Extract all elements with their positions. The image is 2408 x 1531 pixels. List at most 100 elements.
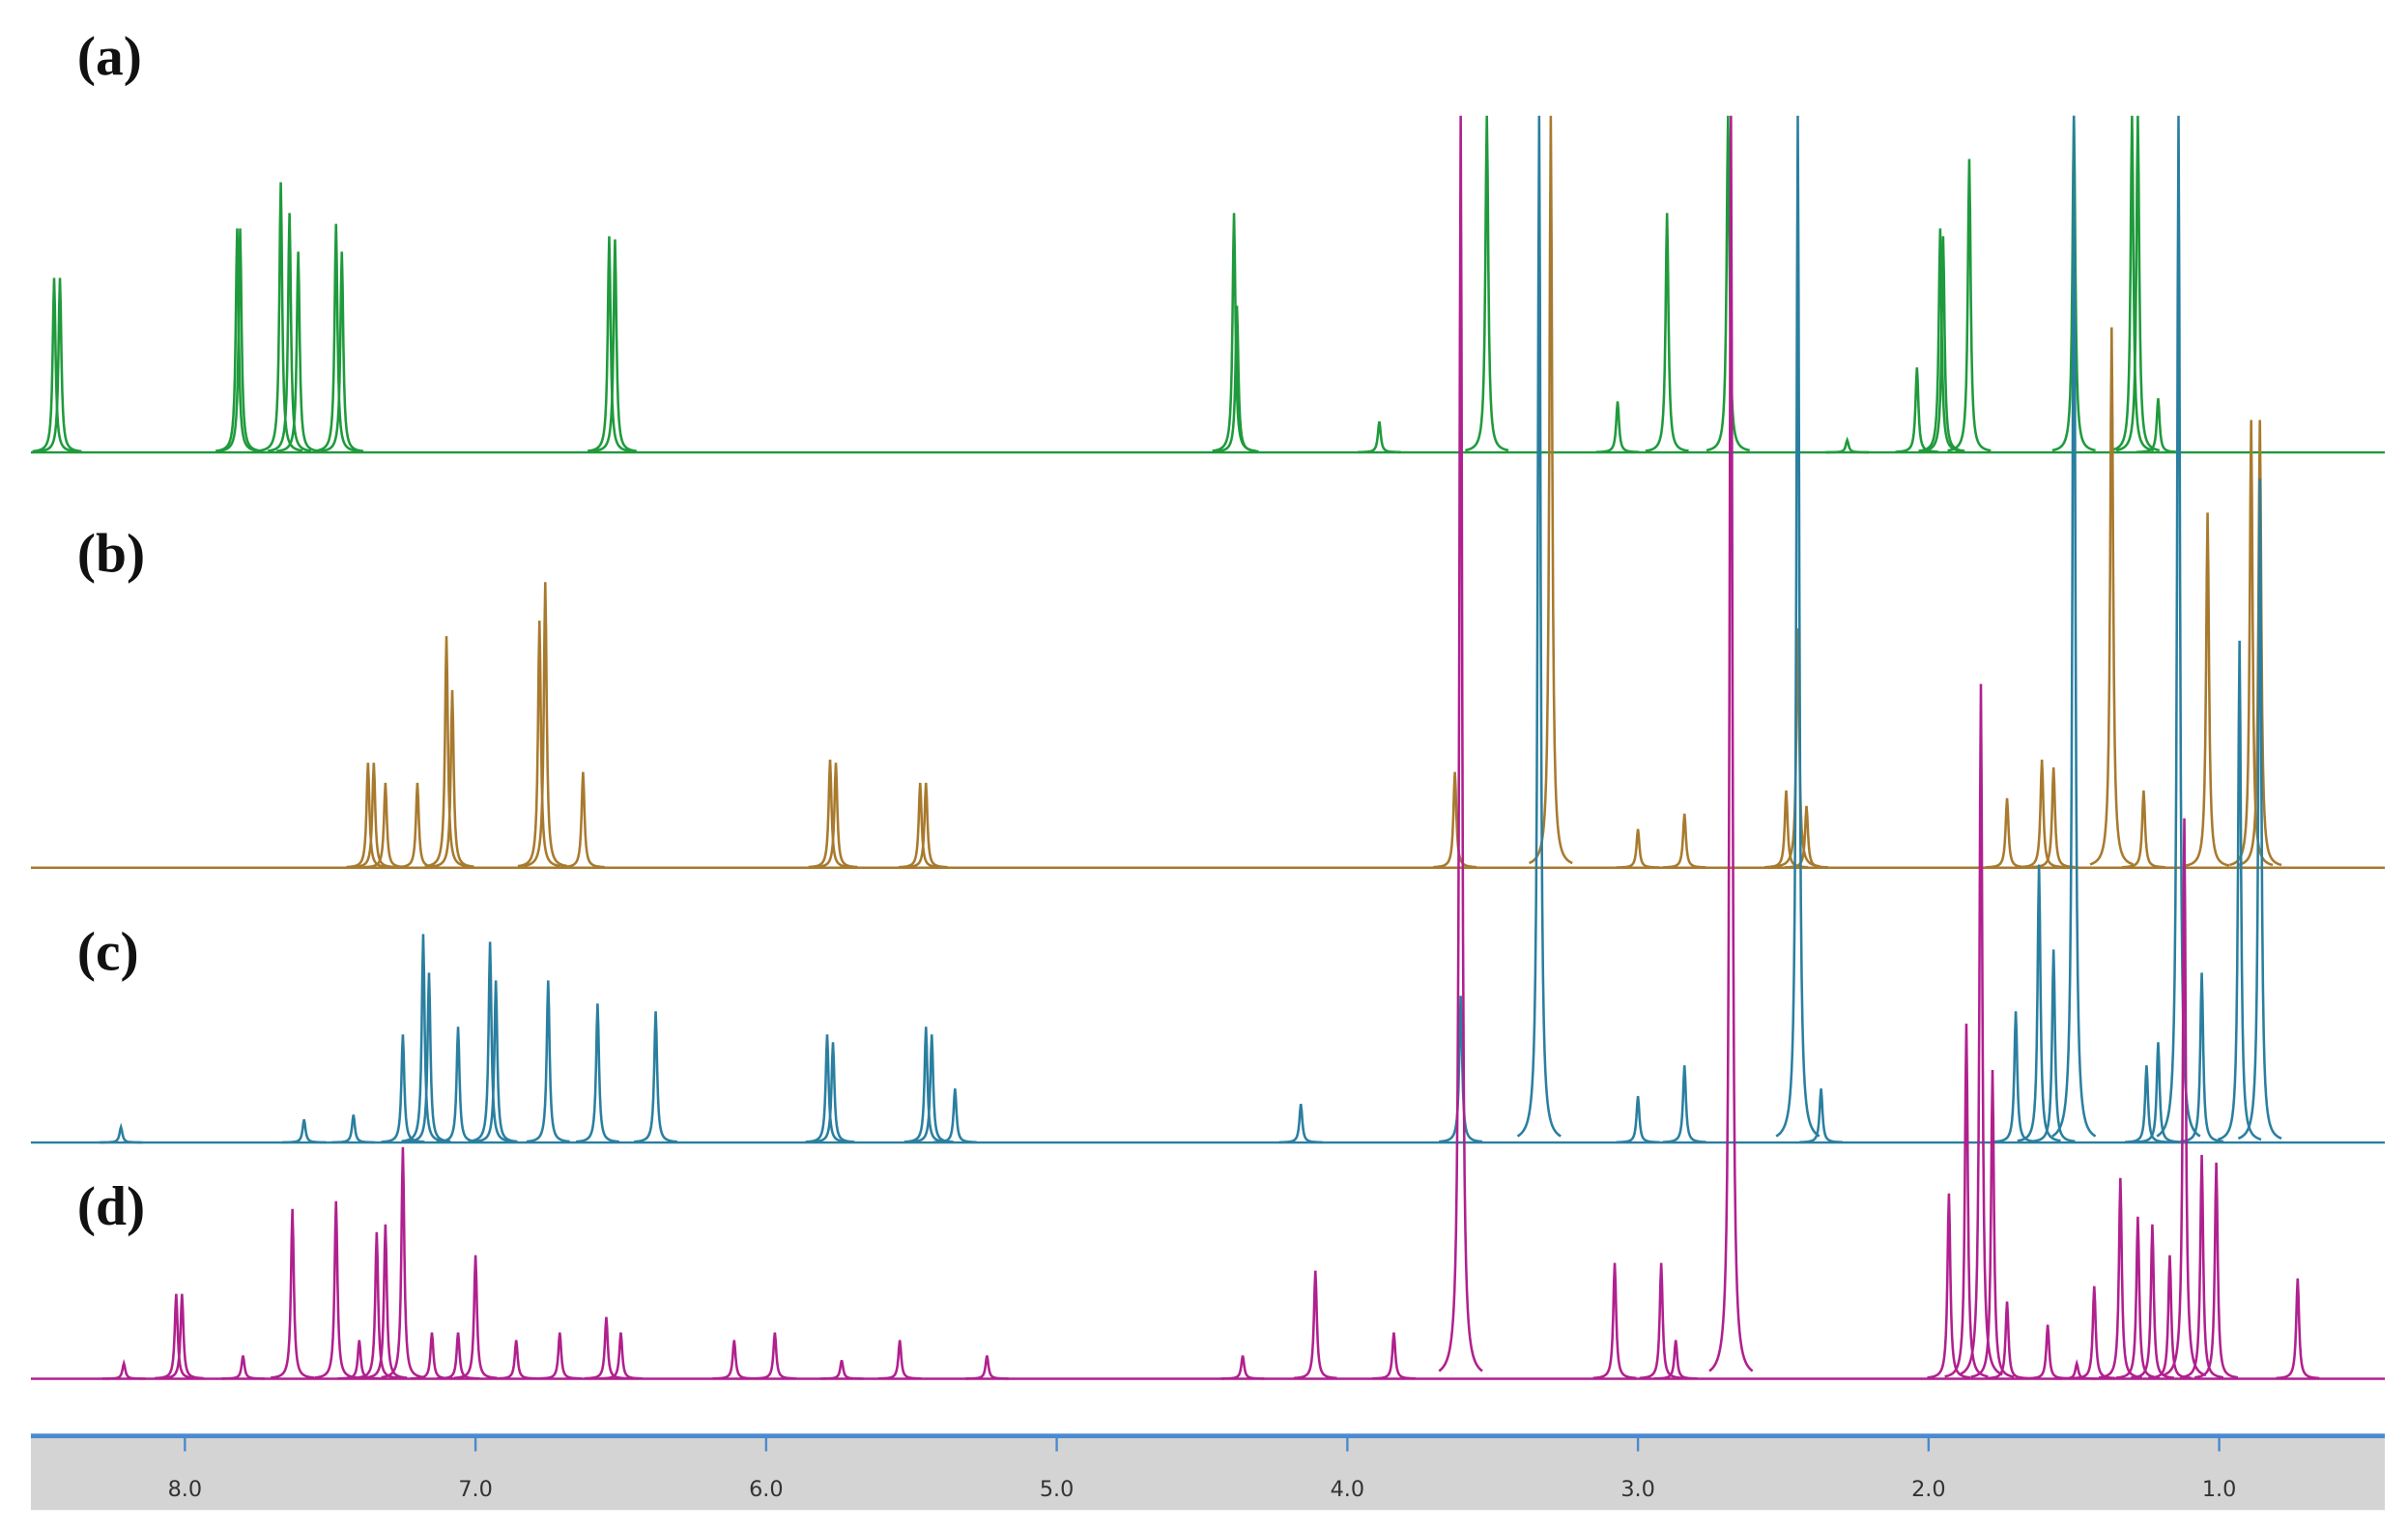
peak [381, 1034, 425, 1143]
peak [1645, 213, 1689, 452]
peak [2031, 949, 2076, 1143]
peak [494, 1340, 538, 1380]
panel-label: (c) [77, 922, 139, 983]
peak [1465, 115, 1509, 452]
peak [1985, 797, 2029, 869]
peak [337, 1340, 382, 1380]
x-tick-label: 8.0 [168, 1477, 203, 1502]
peak [2098, 1177, 2142, 1379]
peak [271, 1208, 315, 1379]
peak [1293, 1270, 1337, 1380]
peak [1639, 1262, 1683, 1380]
peak [2217, 640, 2262, 1141]
peak [2276, 1278, 2320, 1380]
peak [2054, 1358, 2099, 1380]
axis-bar [30, 1435, 2386, 1511]
peak [898, 782, 942, 869]
peak [1662, 1065, 1706, 1143]
peak [599, 1332, 643, 1380]
peak [903, 1026, 948, 1143]
peak [282, 1118, 327, 1144]
peak [592, 239, 637, 452]
peak [2136, 398, 2180, 453]
peak [1785, 805, 1828, 869]
peak [1278, 1104, 1323, 1144]
peak [2136, 1042, 2180, 1143]
peak [965, 1355, 1009, 1380]
peak [1985, 1301, 2029, 1380]
peak [1215, 305, 1259, 453]
panel-label: (b) [77, 523, 145, 584]
peak [1799, 1088, 1843, 1144]
peak [1825, 436, 1870, 454]
peak [320, 251, 364, 453]
peak [453, 1255, 498, 1379]
peak [1921, 236, 1965, 452]
peak [1439, 996, 1483, 1143]
peak [410, 1332, 454, 1380]
peak [154, 1293, 198, 1380]
peak [1708, 115, 1754, 1372]
peak [2130, 1224, 2174, 1379]
peak [2115, 115, 2161, 452]
peak [2125, 1065, 2168, 1143]
peak [1616, 1096, 1660, 1144]
peak [2109, 115, 2154, 452]
peak [2180, 1154, 2224, 1379]
peak [2238, 419, 2282, 867]
peak [1706, 115, 1750, 452]
peak [811, 1042, 855, 1143]
peak [1438, 115, 1483, 1372]
peak [560, 771, 605, 869]
x-tick-label: 7.0 [458, 1477, 493, 1502]
peak [1993, 1011, 2038, 1143]
peak [1970, 1069, 2015, 1378]
peak [99, 1122, 143, 1144]
peak [2072, 1285, 2116, 1380]
peak [587, 236, 631, 452]
peak [1947, 159, 1992, 452]
peak [1895, 367, 1939, 453]
peak [1616, 828, 1660, 869]
peak [2025, 1324, 2070, 1380]
peak [101, 1358, 146, 1380]
peak [1775, 115, 1820, 1138]
peak [355, 1231, 399, 1379]
peak [381, 1146, 425, 1379]
peak [221, 1355, 265, 1380]
peak [2051, 115, 2097, 1138]
peak [1653, 1340, 1698, 1380]
peak [2162, 818, 2207, 1377]
peak [268, 213, 312, 452]
peak [819, 1360, 864, 1380]
x-tick-label: 2.0 [1911, 1477, 1946, 1502]
peak [523, 582, 567, 868]
peak [395, 782, 440, 869]
peak [1592, 1262, 1637, 1380]
peak [2020, 759, 2064, 869]
peak [352, 763, 396, 869]
peak [1372, 1332, 1416, 1380]
peak [903, 782, 948, 869]
peak [1220, 1355, 1265, 1380]
peak [314, 1200, 358, 1379]
peak [753, 1332, 797, 1380]
peak [537, 1332, 582, 1380]
peak [526, 980, 570, 1143]
peak [585, 1316, 628, 1380]
x-tick-label: 1.0 [2202, 1477, 2237, 1502]
peak [1662, 813, 1706, 869]
peak [1358, 420, 1401, 454]
peak [1775, 628, 1820, 868]
peak [808, 759, 852, 869]
peak [712, 1340, 757, 1380]
peak [401, 934, 445, 1143]
peak [2121, 790, 2165, 869]
peak [1959, 683, 2003, 1376]
panel-label: (d) [77, 1176, 145, 1237]
x-tick-label: 6.0 [749, 1477, 784, 1502]
peak [436, 1026, 480, 1143]
peak [159, 1293, 204, 1380]
peak [331, 1114, 376, 1144]
